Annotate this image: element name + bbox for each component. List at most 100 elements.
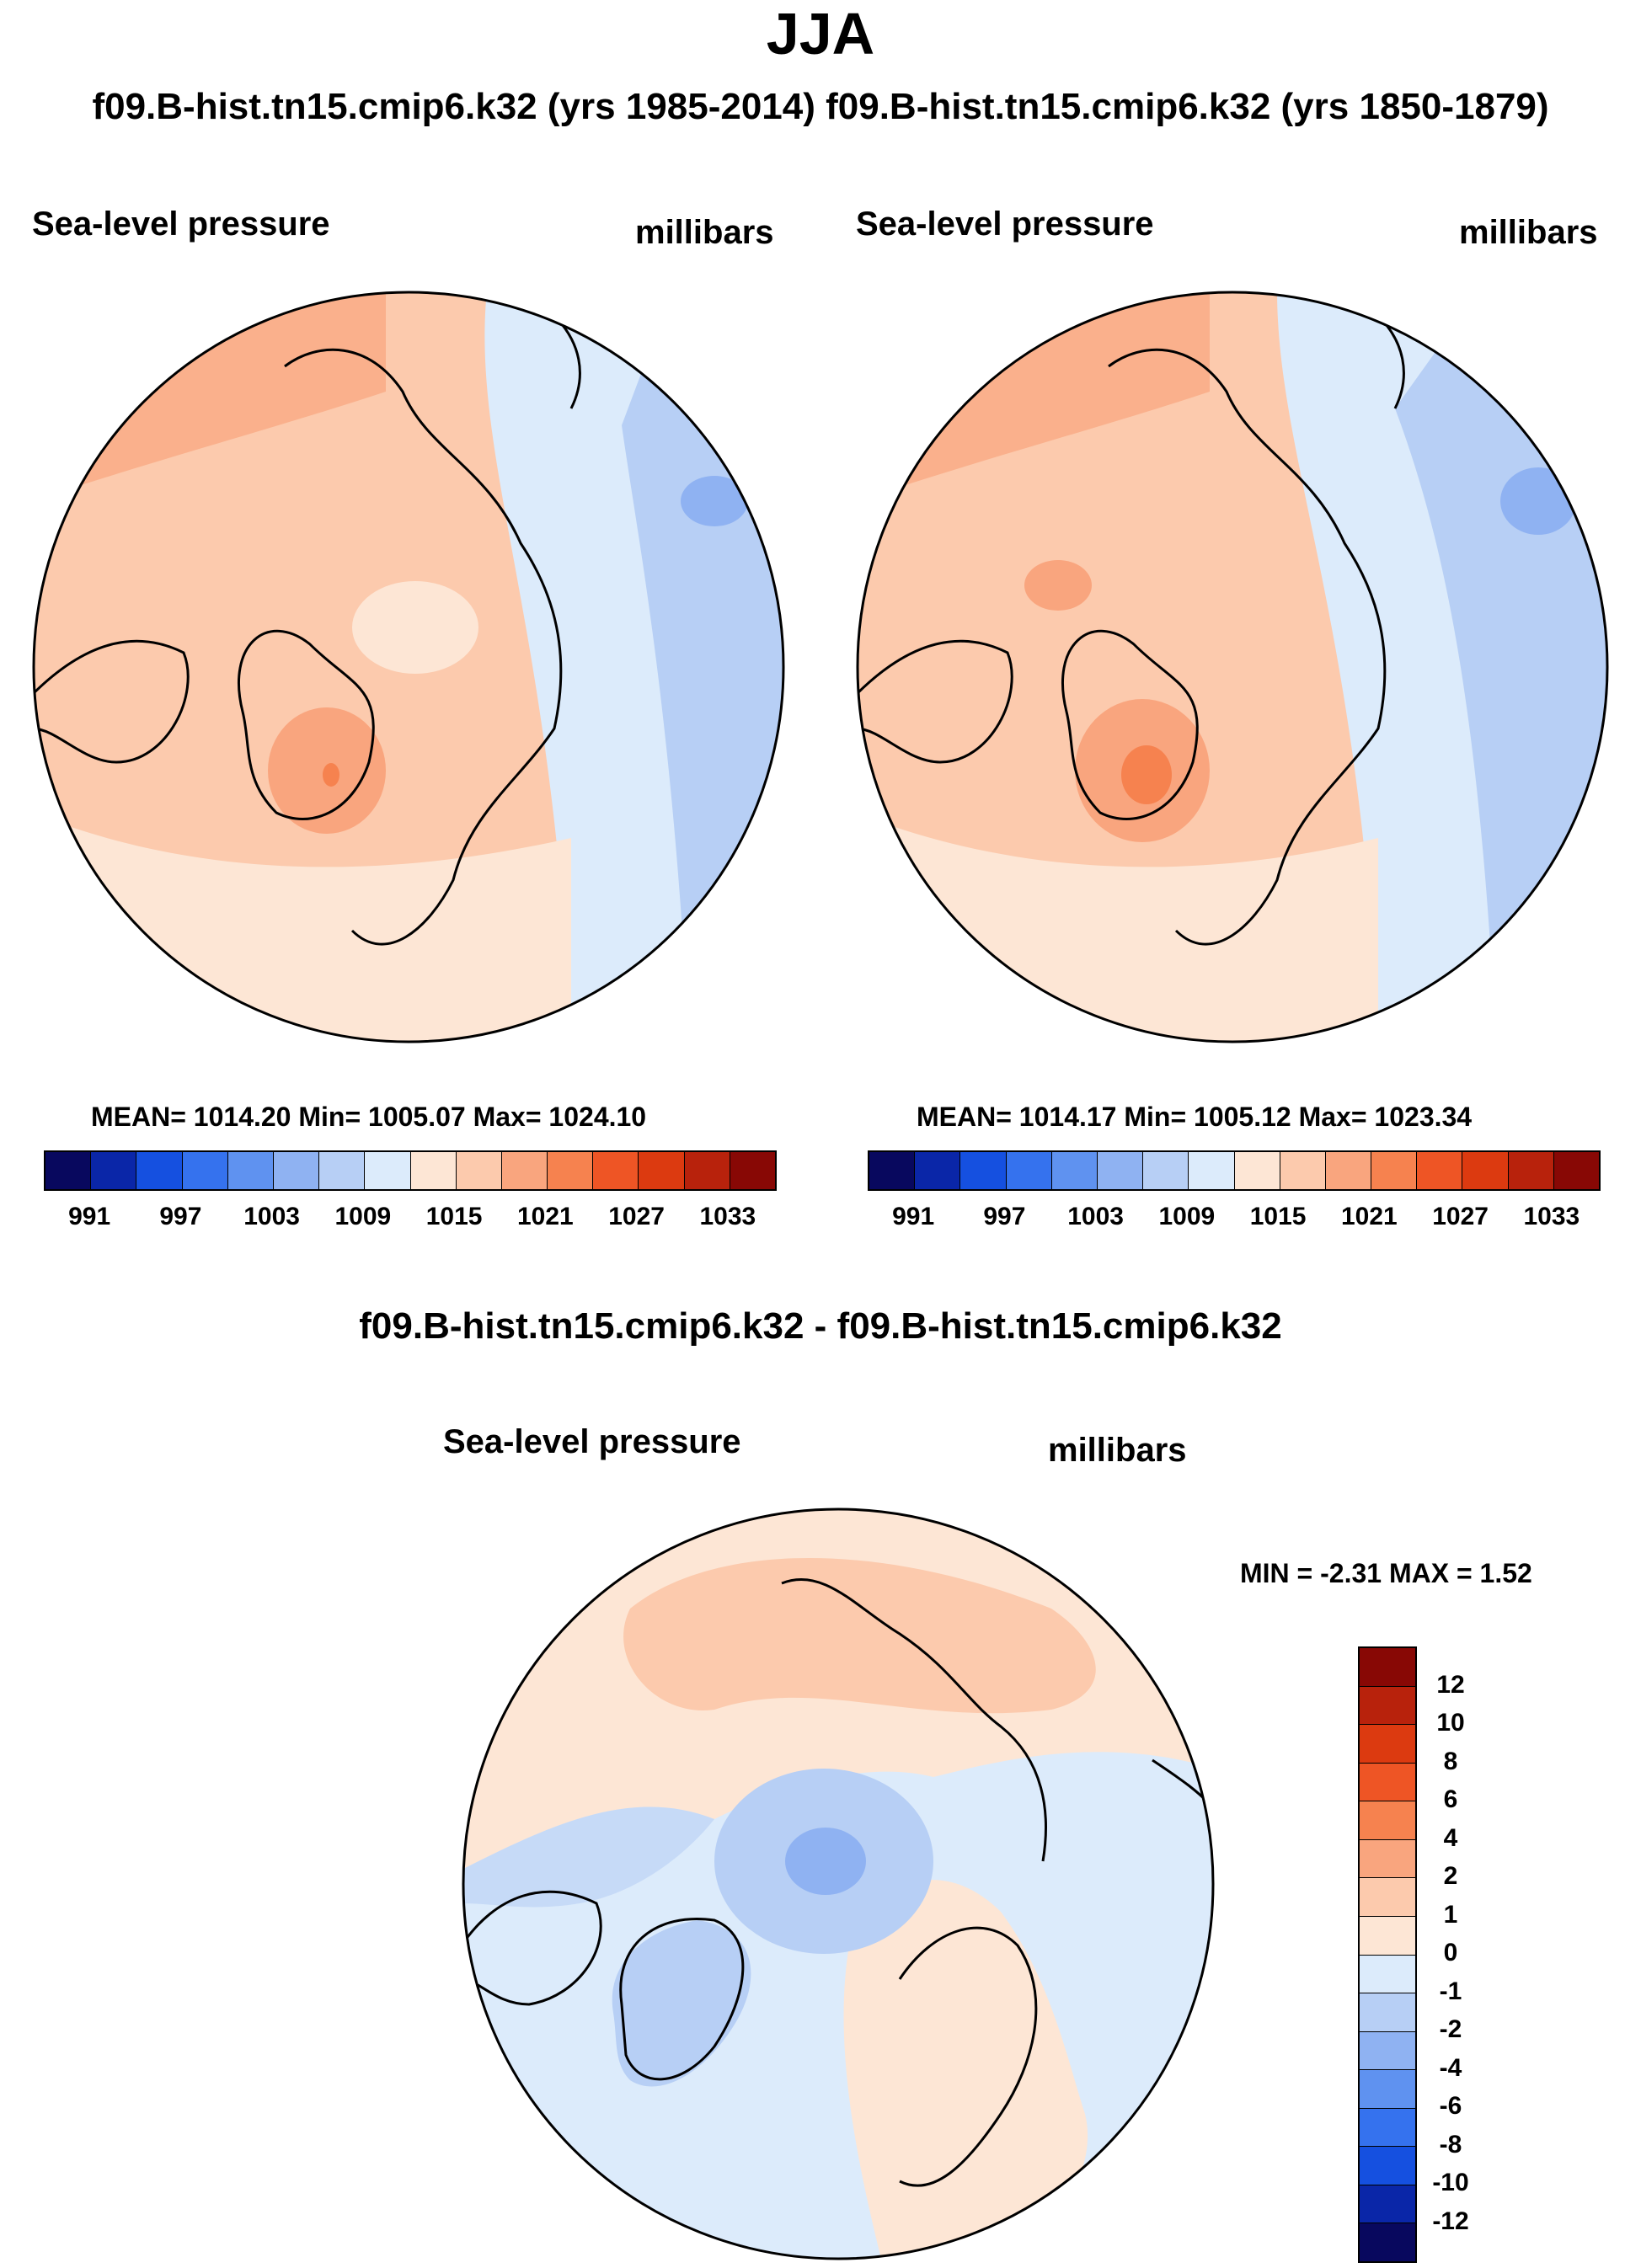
- difference-colorbar-swatch: [1360, 1916, 1415, 1956]
- difference-colorbar-swatch: [1360, 2031, 1415, 2071]
- panel1-colorbar-swatch: [593, 1152, 639, 1189]
- panel2-colorbar-swatch: [1417, 1152, 1463, 1189]
- diff-siberia-coast: [781, 1577, 1047, 1862]
- panel2-colorbar-swatch: [1051, 1152, 1098, 1189]
- comparison-title: f09.B-hist.tn15.cmip6.k32 (yrs 1985-2014…: [92, 86, 1549, 127]
- panel2-colorbar-swatch: [1462, 1152, 1509, 1189]
- difference-colorbar-label: 0: [1443, 1939, 1458, 1966]
- panel2-polar-map: [856, 291, 1609, 1043]
- panel2-colorbar-label: 1003: [1067, 1203, 1124, 1230]
- panel2-field-1024-greenland: [1121, 745, 1172, 804]
- panel1-colorbar-label: 1009: [334, 1203, 392, 1230]
- panel1-colorbar-swatch: [501, 1152, 548, 1189]
- difference-colorbar-swatch: [1360, 2070, 1415, 2109]
- panel2-colorbar-swatch: [1508, 1152, 1554, 1189]
- difference-colorbar-label: 4: [1443, 1823, 1458, 1852]
- diff-field-neg3-center: [785, 1828, 866, 1895]
- panel1-colorbar-label: 1003: [243, 1203, 300, 1230]
- panel2-colorbar-swatch: [1006, 1152, 1052, 1189]
- panel1-field-1006: [681, 476, 748, 526]
- difference-colorbar-label: -4: [1439, 2053, 1462, 2082]
- diff-map-border: [462, 1508, 1215, 2260]
- diff-north-america-coast: [463, 1890, 602, 2006]
- diff-field-neg2-archipelago: [463, 1806, 714, 1908]
- panel1-colorbar-swatch: [91, 1152, 137, 1189]
- panel2-units-label: millibars: [1459, 214, 1598, 251]
- difference-colorbar-label: 12: [1436, 1670, 1465, 1699]
- panel2-map-border: [856, 291, 1609, 1043]
- panel2-colorbar-swatch: [960, 1152, 1007, 1189]
- difference-colorbar-label: 1: [1443, 1900, 1458, 1929]
- difference-colorbar-swatch: [1360, 1725, 1415, 1764]
- difference-colorbar-swatch: [1360, 1648, 1415, 1687]
- panel2-colorbar-label: 1021: [1341, 1203, 1398, 1230]
- difference-colorbar-swatch: [1360, 1993, 1415, 2032]
- panel1-stats: MEAN= 1014.20 Min= 1005.07 Max= 1024.10: [91, 1102, 647, 1132]
- difference-colorbar-label: 2: [1443, 1862, 1458, 1890]
- panel1-colorbar-swatch: [639, 1152, 685, 1189]
- panel1-colorbar-swatch: [684, 1152, 730, 1189]
- panel1-colorbar-swatch: [45, 1152, 92, 1189]
- panel3-minmax: MIN = -2.31 MAX = 1.52: [1240, 1558, 1532, 1588]
- panel2-colorbar-label: 991: [892, 1203, 935, 1230]
- panel2-colorbar-swatch: [1553, 1152, 1599, 1189]
- panel2-variable-label: Sea-level pressure: [856, 205, 1154, 243]
- diff-greenland-coast: [619, 1918, 745, 2081]
- panel2-colorbar-swatch: [915, 1152, 961, 1189]
- panel1-eurasia-coast: [284, 348, 563, 946]
- panel2-eurasia-coast: [1108, 348, 1387, 946]
- panel2-colorbar-swatch: [1234, 1152, 1280, 1189]
- panel1-colorbar-label: 997: [159, 1203, 202, 1230]
- panel2-colorbar-label: 1027: [1432, 1203, 1489, 1230]
- difference-colorbar-label: -12: [1432, 2207, 1469, 2235]
- panel1-colorbar-swatch: [365, 1152, 411, 1189]
- panel1-colorbar-label: 1027: [608, 1203, 665, 1230]
- panel1-field-1015-center: [352, 581, 478, 674]
- panel1-units-label: millibars: [635, 214, 774, 251]
- difference-colorbar-swatch: [1360, 1763, 1415, 1802]
- difference-polar-map: [462, 1508, 1215, 2260]
- difference-colorbar-label: 8: [1443, 1747, 1458, 1775]
- panel1-map-border: [32, 291, 785, 1043]
- panel2-colorbar-label: 1015: [1249, 1203, 1307, 1230]
- panel1-colorbar-label: 1033: [699, 1203, 756, 1230]
- panel1-colorbar-swatch: [182, 1152, 228, 1189]
- difference-colorbar-label: -1: [1439, 1977, 1462, 2005]
- difference-title: f09.B-hist.tn15.cmip6.k32 - f09.B-hist.t…: [359, 1305, 1282, 1347]
- panel3-variable-label: Sea-level pressure: [443, 1423, 741, 1460]
- difference-colorbar-label: -6: [1439, 2092, 1462, 2120]
- panel2-stats: MEAN= 1014.17 Min= 1005.12 Max= 1023.34: [917, 1102, 1473, 1132]
- panel1-colorbar-swatch: [273, 1152, 320, 1189]
- difference-colorbar-label: -10: [1432, 2169, 1469, 2196]
- panel2-colorbar-label: 1009: [1158, 1203, 1216, 1230]
- difference-colorbar-label: -2: [1439, 2015, 1462, 2043]
- panel1-colorbar-label: 1015: [425, 1203, 483, 1230]
- panel1-colorbar-swatch: [730, 1152, 775, 1189]
- panel2-colorbar: [868, 1150, 1601, 1191]
- panel1-colorbar-label: 1021: [517, 1203, 574, 1230]
- difference-colorbar: [1358, 1646, 1417, 2263]
- difference-colorbar-swatch: [1360, 2108, 1415, 2148]
- panel2-colorbar-swatch: [1189, 1152, 1235, 1189]
- panel2-colorbar-swatch: [1143, 1152, 1189, 1189]
- difference-colorbar-swatch: [1360, 1955, 1415, 1994]
- panel1-greenland-coast: [238, 629, 375, 820]
- panel1-colorbar-swatch: [456, 1152, 502, 1189]
- panel1-variable-label: Sea-level pressure: [32, 205, 330, 243]
- panel2-colorbar-label: 997: [983, 1203, 1026, 1230]
- panel2-colorbar-label: 1033: [1523, 1203, 1580, 1230]
- difference-colorbar-swatch: [1360, 1686, 1415, 1726]
- panel2-greenland-coast: [1061, 629, 1199, 820]
- difference-colorbar-swatch: [1360, 2185, 1415, 2224]
- panel1-colorbar-label: 991: [68, 1203, 111, 1230]
- season-title: JJA: [766, 1, 875, 67]
- panel1-colorbar-swatch: [227, 1152, 274, 1189]
- difference-colorbar-swatch: [1360, 2223, 1415, 2261]
- panel1-colorbar: [44, 1150, 777, 1191]
- panel1-field-1024-greenland: [323, 763, 339, 787]
- difference-colorbar-swatch: [1360, 2147, 1415, 2185]
- panel1-north-america-coast: [34, 639, 190, 764]
- diff-field-pos-scandinavia: [843, 1880, 1088, 2259]
- panel1-colorbar-swatch: [410, 1152, 457, 1189]
- panel1-colorbar-swatch: [548, 1152, 594, 1189]
